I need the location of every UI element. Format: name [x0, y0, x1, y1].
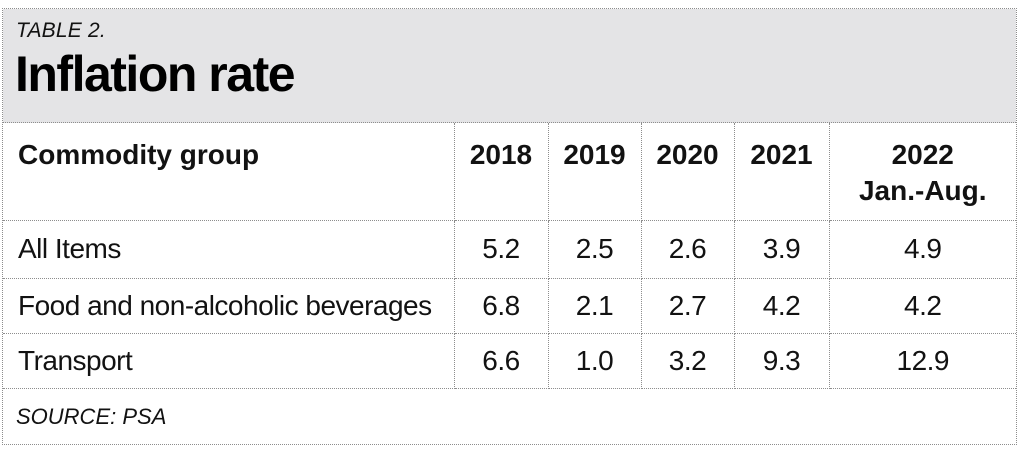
cell-value: 2.7 — [640, 277, 735, 334]
column-header-2018: 2018 — [453, 122, 549, 221]
row-label: All Items — [2, 219, 455, 279]
page-title: Inflation rate — [15, 46, 296, 102]
cell-value: 2.5 — [547, 219, 642, 279]
cell-value: 4.2 — [733, 277, 830, 334]
inflation-table-card: TABLE 2. Inflation rate Commodity group … — [2, 8, 1017, 446]
column-header-2022: 2022 Jan.-Aug. — [828, 122, 1017, 221]
column-header-2019: 2019 — [547, 122, 642, 221]
table-number-kicker: TABLE 2. — [16, 19, 106, 42]
column-header-2020: 2020 — [640, 122, 735, 221]
source-note: SOURCE: PSA — [2, 387, 1017, 446]
source-row: SOURCE: PSA — [2, 387, 1017, 446]
table-row: All Items 5.2 2.5 2.6 3.9 4.9 — [2, 219, 1017, 279]
row-label: Transport — [2, 332, 455, 389]
cell-value: 5.2 — [453, 219, 549, 279]
cell-value: 1.0 — [547, 332, 642, 389]
table-row: Transport 6.6 1.0 3.2 9.3 12.9 — [2, 332, 1017, 389]
cell-value: 2.1 — [547, 277, 642, 334]
cell-value: 9.3 — [733, 332, 830, 389]
table-masthead: TABLE 2. Inflation rate — [3, 9, 1016, 123]
column-header-2022-year: 2022 — [891, 139, 954, 170]
cell-value: 3.9 — [733, 219, 830, 279]
cell-value: 12.9 — [828, 332, 1017, 389]
cell-value: 6.8 — [453, 277, 549, 334]
cell-value: 3.2 — [640, 332, 735, 389]
cell-value: 4.9 — [828, 219, 1017, 279]
table-header-row: Commodity group 2018 2019 2020 2021 2022… — [2, 122, 1017, 221]
cell-value: 6.6 — [453, 332, 549, 389]
inflation-table: Commodity group 2018 2019 2020 2021 2022… — [2, 122, 1017, 446]
table-row: Food and non-alcoholic beverages 6.8 2.1… — [2, 277, 1017, 334]
cell-value: 2.6 — [640, 219, 735, 279]
column-header-2021: 2021 — [733, 122, 830, 221]
column-header-commodity-group: Commodity group — [2, 122, 455, 221]
cell-value: 4.2 — [828, 277, 1017, 334]
row-label: Food and non-alcoholic beverages — [2, 277, 455, 334]
column-header-2022-period: Jan.-Aug. — [858, 175, 987, 207]
